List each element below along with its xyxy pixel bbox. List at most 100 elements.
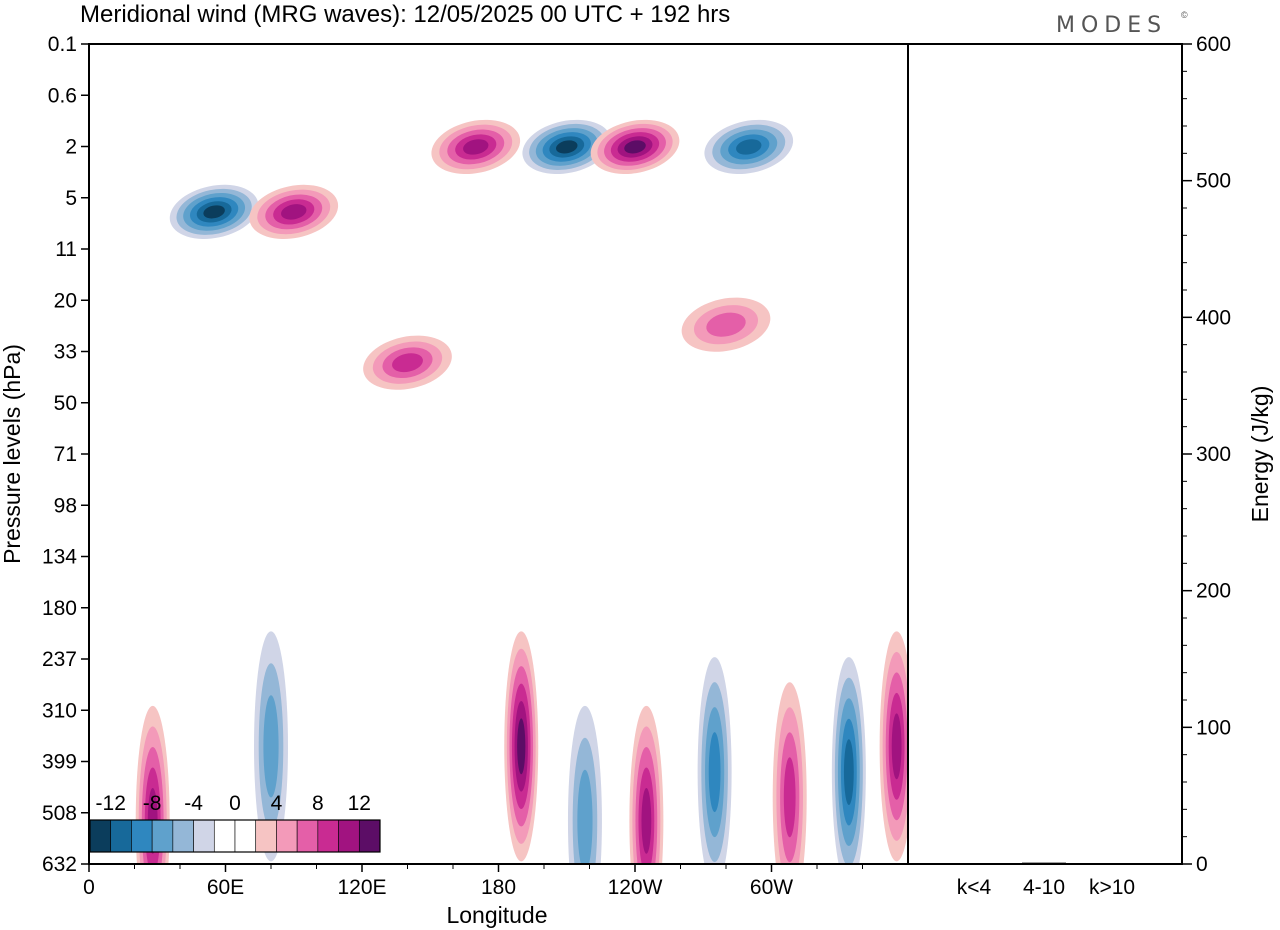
positive-wind-cell bbox=[629, 705, 664, 864]
x-tick-label: 180 bbox=[481, 876, 516, 899]
y-tick-label: 98 bbox=[54, 494, 77, 517]
contour-level bbox=[891, 713, 902, 780]
positive-wind-cell bbox=[772, 682, 807, 864]
energy-categories: k<4 4-10 k>10 bbox=[957, 876, 1135, 899]
energy-tick-label: 200 bbox=[1196, 580, 1231, 603]
negative-wind-cell bbox=[169, 184, 259, 239]
contour-level bbox=[708, 732, 721, 813]
contour-level bbox=[556, 140, 578, 154]
x-tick-label: 60E bbox=[207, 876, 244, 899]
negative-wind-cell bbox=[697, 657, 732, 864]
contour-level bbox=[736, 139, 762, 155]
energy-tick-label: 300 bbox=[1196, 443, 1231, 466]
wind-contour-field bbox=[135, 119, 908, 864]
pressure-axis: 0.1 0.6 2 5 11 20 33 50 71 98 134 180 237 310 399 508 63… bbox=[42, 33, 89, 876]
contour-level bbox=[392, 353, 423, 373]
positive-wind-cell bbox=[590, 119, 680, 175]
y-tick-label: 508 bbox=[42, 802, 77, 825]
contour-level bbox=[517, 718, 526, 775]
y-tick-label: 134 bbox=[42, 546, 77, 569]
y-tick-label: 237 bbox=[42, 648, 77, 671]
colorbar-swatch bbox=[276, 819, 298, 853]
y-tick-label: 180 bbox=[42, 597, 77, 620]
negative-wind-cell bbox=[254, 631, 288, 862]
colorbar-swatch bbox=[89, 819, 112, 853]
colorbar-label: 12 bbox=[348, 792, 371, 815]
colorbar-swatch bbox=[151, 819, 174, 853]
y-tick-label: 399 bbox=[42, 751, 77, 774]
energy-bar bbox=[1090, 863, 1134, 864]
negative-wind-cell bbox=[704, 119, 794, 175]
colorbar-swatch bbox=[358, 819, 381, 853]
energy-bars bbox=[952, 862, 1134, 864]
y-tick-label: 310 bbox=[42, 699, 77, 722]
contour-level bbox=[263, 695, 279, 798]
y-tick-label: 20 bbox=[54, 289, 77, 312]
energy-category-label: k>10 bbox=[1089, 876, 1135, 899]
colorbar-frame bbox=[89, 819, 381, 853]
energy-bar bbox=[952, 863, 996, 864]
energy-frame bbox=[907, 43, 1183, 865]
energy-axis-label: Energy (J/kg) bbox=[1247, 386, 1273, 523]
longitude-axis: 0 60E 120E 180 120W 60W bbox=[83, 864, 863, 899]
y-tick-label: 0.1 bbox=[48, 33, 77, 56]
colorbar-swatch bbox=[255, 819, 277, 853]
colorbar-label: -4 bbox=[184, 792, 203, 815]
contour-level bbox=[577, 769, 593, 864]
energy-panel: 0 100 200 300 400 500 600 k<4 4-10 k>10 Energy (… bbox=[907, 33, 1273, 899]
colorbar-swatch bbox=[234, 819, 257, 853]
colorbar-label: 8 bbox=[312, 792, 324, 815]
energy-category-label: k<4 bbox=[957, 876, 992, 899]
colorbar-swatch bbox=[110, 819, 132, 853]
colorbar-label: -8 bbox=[143, 792, 162, 815]
energy-bar bbox=[1022, 862, 1066, 864]
colorbar-swatch bbox=[338, 819, 360, 853]
colorbar-swatch bbox=[172, 819, 194, 853]
x-tick-label: 120E bbox=[337, 876, 386, 899]
y-tick-label: 632 bbox=[42, 853, 77, 876]
contour-level bbox=[624, 140, 646, 154]
contour-level bbox=[843, 739, 854, 805]
colorbar-swatch bbox=[131, 819, 153, 853]
modes-logo: MODES © bbox=[1056, 10, 1188, 38]
colorbar-label: 0 bbox=[229, 792, 241, 815]
energy-tick-label: 600 bbox=[1196, 33, 1231, 56]
y-tick-label: 71 bbox=[54, 443, 77, 466]
y-tick-label: 2 bbox=[65, 136, 77, 159]
y-tick-label: 33 bbox=[54, 341, 77, 364]
energy-tick-label: 100 bbox=[1196, 716, 1231, 739]
contour-level bbox=[706, 312, 746, 337]
x-tick-label: 0 bbox=[83, 876, 95, 899]
colorbar-swatch bbox=[317, 819, 339, 853]
positive-wind-cell bbox=[681, 297, 771, 352]
x-tick-label: 120W bbox=[608, 876, 663, 899]
contour-level bbox=[783, 757, 796, 838]
positive-wind-cell bbox=[135, 705, 170, 864]
x-tick-label: 60W bbox=[750, 876, 793, 899]
energy-category-label: 4-10 bbox=[1023, 876, 1065, 899]
contour-level bbox=[203, 205, 225, 219]
positive-wind-cell bbox=[431, 119, 521, 175]
colorbar-swatch bbox=[296, 819, 319, 853]
energy-axis: 0 100 200 300 400 500 600 bbox=[1182, 33, 1231, 876]
chart-title: Meridional wind (MRG waves): 12/05/2025 … bbox=[80, 1, 730, 28]
y-tick-label: 5 bbox=[65, 187, 77, 210]
energy-tick-label: 0 bbox=[1196, 853, 1208, 876]
negative-wind-cell bbox=[831, 657, 866, 864]
negative-wind-cell bbox=[522, 119, 612, 175]
x-axis-label: Longitude bbox=[446, 902, 547, 928]
energy-tick-label: 500 bbox=[1196, 170, 1231, 193]
y-tick-label: 50 bbox=[54, 392, 77, 415]
contour-level bbox=[641, 788, 652, 854]
y-axis-label: Pressure levels (hPa) bbox=[0, 344, 25, 564]
positive-wind-cell bbox=[249, 184, 339, 239]
brand-name: MODES bbox=[1056, 13, 1167, 38]
positive-wind-cell bbox=[504, 631, 539, 862]
colorbar: -12 -8 -4 0 4 8 12 bbox=[89, 792, 381, 853]
colorbar-swatch bbox=[213, 819, 236, 853]
energy-tick-label: 400 bbox=[1196, 306, 1231, 329]
contour-level bbox=[281, 204, 307, 220]
contour-level bbox=[463, 139, 489, 155]
y-tick-label: 11 bbox=[55, 238, 77, 261]
